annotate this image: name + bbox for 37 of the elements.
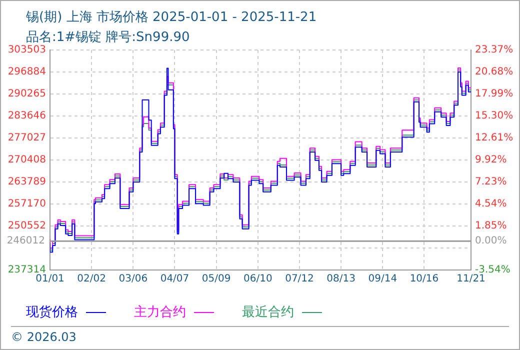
x-tick-label: 04/07 — [160, 274, 190, 285]
y-tick-label: 277027 — [8, 132, 46, 144]
y2-tick-label: 7.23% — [475, 176, 507, 188]
x-tick-label: 10/16 — [410, 274, 439, 285]
y2-tick-label: 9.92% — [475, 154, 507, 166]
text: © 2026.03 — [11, 330, 76, 344]
chart-title: 锡(期) 上海 市场价格 2025-01-01 - 2025-11-21 — [26, 9, 317, 26]
y2-tick-label: 17.99% — [475, 88, 514, 100]
legend-label: 现货价格 — [26, 304, 78, 321]
x-tick-label: 11/21 — [456, 274, 486, 285]
x-tick-label: 03/06 — [118, 274, 148, 285]
x-tick-label: 07/12 — [285, 274, 314, 285]
y-tick-label: 283646 — [8, 110, 46, 122]
y-tick-label: 296884 — [8, 66, 46, 78]
chart-subtitle: 品名:1#锡锭 牌号:Sn99.90 — [26, 29, 190, 45]
legend-label: 最近合约 — [242, 304, 294, 321]
x-tick-label: 06/10 — [243, 274, 272, 285]
ref-line-label: 246012 — [6, 236, 45, 247]
x-tick-label: 09/14 — [368, 274, 398, 285]
legend-label: 主力合约 — [134, 304, 186, 321]
y2-tick-label: 0.00% — [475, 236, 507, 247]
y2-tick-label: 12.61% — [475, 132, 514, 144]
y-tick-label: 270408 — [8, 154, 46, 166]
y2-tick-label: 20.68% — [475, 66, 514, 78]
y-tick-label: 290265 — [8, 88, 46, 100]
x-tick-label: 08/13 — [326, 274, 356, 285]
x-tick-label: 01/01 — [36, 274, 64, 285]
y2-tick-label: 23.37% — [475, 44, 514, 56]
y2-tick-label: 4.54% — [475, 198, 507, 210]
y-tick-label: 257170 — [8, 198, 46, 210]
x-tick-label: 02/02 — [77, 274, 106, 285]
x-tick-label: 05/09 — [202, 274, 231, 285]
y-tick-label: 250552 — [8, 220, 46, 232]
y-tick-label: 303503 — [8, 44, 46, 56]
y2-tick-label: 1.85% — [475, 220, 507, 232]
y-tick-label: 263789 — [8, 176, 46, 188]
y2-tick-label: 15.30% — [475, 110, 514, 122]
